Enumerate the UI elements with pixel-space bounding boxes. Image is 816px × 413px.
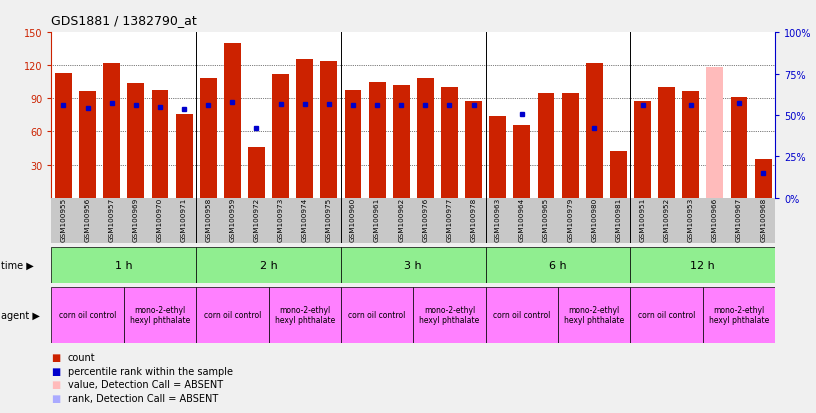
Text: rank, Detection Call = ABSENT: rank, Detection Call = ABSENT — [68, 393, 218, 403]
Bar — [561, 94, 579, 198]
Bar — [268, 287, 341, 343]
Text: ■: ■ — [51, 380, 60, 389]
Bar — [79, 91, 96, 198]
Text: corn oil control: corn oil control — [638, 311, 695, 319]
Bar — [296, 59, 313, 198]
Text: 12 h: 12 h — [690, 260, 715, 271]
Text: mono-2-ethyl
hexyl phthalate: mono-2-ethyl hexyl phthalate — [564, 305, 624, 325]
Bar — [175, 114, 193, 198]
Text: count: count — [68, 352, 95, 362]
Bar — [344, 90, 361, 198]
Bar — [610, 152, 627, 198]
Bar — [55, 74, 72, 198]
Text: corn oil control: corn oil control — [59, 311, 117, 319]
Bar — [490, 117, 506, 198]
Bar — [51, 248, 196, 283]
Bar — [392, 86, 410, 198]
Text: 3 h: 3 h — [405, 260, 422, 271]
Bar — [104, 64, 120, 198]
Bar — [248, 147, 265, 198]
Bar — [124, 287, 196, 343]
Text: corn oil control: corn oil control — [348, 311, 406, 319]
Bar — [200, 79, 217, 198]
Bar — [413, 287, 486, 343]
Text: time ▶: time ▶ — [1, 260, 33, 271]
Text: GDS1881 / 1382790_at: GDS1881 / 1382790_at — [51, 14, 197, 27]
Bar — [730, 98, 747, 198]
Text: value, Detection Call = ABSENT: value, Detection Call = ABSENT — [68, 380, 223, 389]
Bar — [682, 91, 699, 198]
Bar — [513, 126, 530, 198]
Bar — [196, 248, 341, 283]
Bar — [486, 287, 558, 343]
Bar — [659, 88, 675, 198]
Bar — [417, 79, 434, 198]
Text: mono-2-ethyl
hexyl phthalate: mono-2-ethyl hexyl phthalate — [275, 305, 335, 325]
Bar — [703, 287, 775, 343]
Text: mono-2-ethyl
hexyl phthalate: mono-2-ethyl hexyl phthalate — [709, 305, 769, 325]
Bar — [486, 248, 631, 283]
Bar — [196, 287, 268, 343]
Text: ■: ■ — [51, 352, 60, 362]
Bar — [127, 84, 144, 198]
Bar — [341, 287, 413, 343]
Bar — [634, 101, 651, 198]
Text: corn oil control: corn oil control — [493, 311, 551, 319]
Bar — [631, 248, 775, 283]
Bar — [631, 287, 703, 343]
Bar — [321, 62, 337, 198]
Bar — [224, 44, 241, 198]
Bar — [369, 83, 385, 198]
Bar — [707, 68, 723, 198]
Text: ■: ■ — [51, 366, 60, 376]
Text: 6 h: 6 h — [549, 260, 567, 271]
Bar — [558, 287, 631, 343]
Bar — [341, 248, 486, 283]
Text: mono-2-ethyl
hexyl phthalate: mono-2-ethyl hexyl phthalate — [419, 305, 480, 325]
Text: corn oil control: corn oil control — [204, 311, 261, 319]
Bar — [152, 90, 168, 198]
Bar — [538, 94, 554, 198]
Text: 2 h: 2 h — [259, 260, 277, 271]
Bar — [755, 160, 772, 198]
Text: ■: ■ — [51, 393, 60, 403]
Text: mono-2-ethyl
hexyl phthalate: mono-2-ethyl hexyl phthalate — [130, 305, 190, 325]
Bar — [51, 287, 124, 343]
Text: 1 h: 1 h — [115, 260, 132, 271]
Text: percentile rank within the sample: percentile rank within the sample — [68, 366, 233, 376]
Bar — [465, 101, 482, 198]
Bar — [586, 64, 603, 198]
Text: agent ▶: agent ▶ — [1, 310, 40, 320]
Bar — [273, 75, 289, 198]
Bar — [441, 88, 458, 198]
